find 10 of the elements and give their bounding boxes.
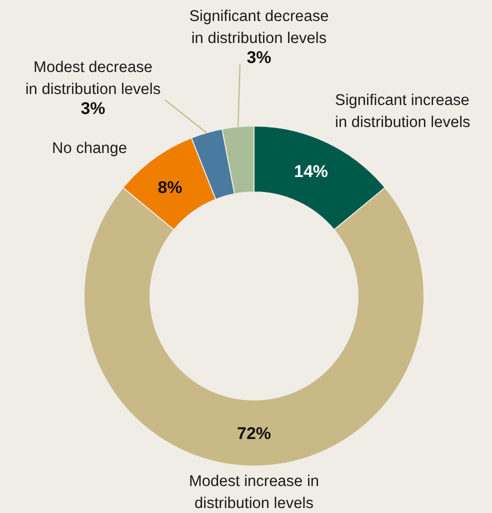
data-label: 8%	[158, 178, 182, 197]
slice-label: Modest increase in distribution levels	[188, 473, 320, 512]
data-label: 72%	[236, 424, 272, 443]
slice-label: Significant increase in distribution levels	[335, 92, 471, 131]
data-label: 3%	[246, 48, 272, 67]
data-label: 14%	[294, 162, 328, 181]
slice-label: Significant decrease in distribution levels	[189, 8, 329, 47]
data-label: 3%	[80, 99, 106, 118]
slice-label: Modest decrease in distribution levels	[25, 59, 161, 98]
slice-label: No change	[52, 140, 127, 157]
